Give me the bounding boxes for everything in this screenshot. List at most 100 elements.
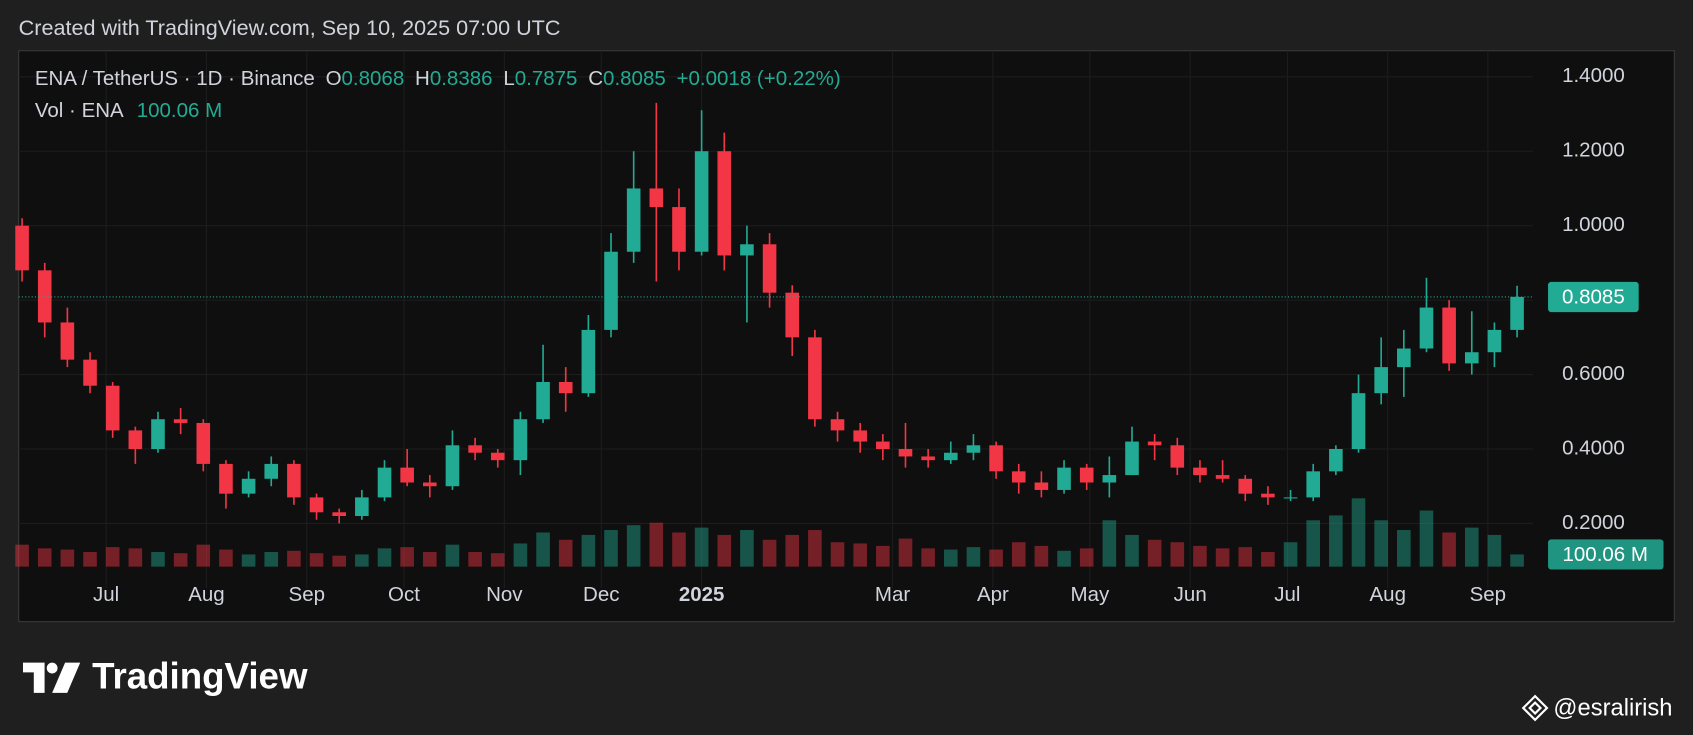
volume-bar <box>694 527 709 567</box>
volume-bar <box>1374 520 1388 567</box>
grid <box>18 50 1533 589</box>
volume-bar <box>876 545 890 567</box>
candle-body <box>173 419 188 423</box>
volume-bar <box>15 544 29 567</box>
volume-bar <box>173 553 188 567</box>
candle-body <box>966 445 981 453</box>
candle-body <box>1510 296 1524 330</box>
candle-body <box>1419 307 1434 349</box>
candle-body <box>241 478 256 494</box>
volume-bar <box>287 550 301 567</box>
candle-body <box>196 422 211 464</box>
x-tick-label: May <box>1071 583 1110 606</box>
candle-body <box>1147 441 1162 446</box>
volume-bar <box>762 539 777 567</box>
volume-bar <box>830 542 845 567</box>
x-tick-label: Apr <box>977 583 1009 606</box>
candle-body <box>468 445 482 453</box>
candle-body <box>400 467 414 483</box>
volume-bar <box>1510 554 1524 567</box>
volume-bar <box>1170 542 1185 567</box>
volume-bar <box>1329 515 1343 567</box>
x-tick-label: Jun <box>1174 583 1207 606</box>
candle-body <box>105 385 120 431</box>
volume-bar <box>717 534 732 567</box>
ohlc-value: 0.8068 <box>342 67 405 90</box>
candle-body <box>1125 441 1139 476</box>
volume-legend: Vol · ENA 100.06 M <box>35 100 222 123</box>
volume-bar <box>1464 527 1479 567</box>
volume-bar <box>219 549 233 567</box>
candle-body <box>876 441 890 450</box>
volume-bar <box>626 525 641 567</box>
volume-bar <box>581 534 596 567</box>
candle-body <box>1329 449 1343 472</box>
price-badge <box>1548 281 1639 313</box>
created-title: Created with TradingView.com, Sep 10, 20… <box>19 15 561 40</box>
x-tick-label: Nov <box>486 583 523 606</box>
volume-name: Vol · ENA <box>35 100 124 123</box>
candle-body <box>1170 445 1185 468</box>
ohlc-key: H <box>415 67 430 90</box>
watermark-icon <box>1521 694 1549 722</box>
candle-body <box>808 337 822 420</box>
candle-body <box>355 497 369 517</box>
volume-bar <box>105 547 120 567</box>
volume-bar <box>898 538 913 567</box>
volume-bar <box>196 544 211 567</box>
y-tick-label: 0.6000 <box>1562 362 1625 385</box>
candle-body <box>853 430 867 442</box>
candle-body <box>15 225 29 271</box>
volume-bar <box>536 532 550 567</box>
candle-body <box>762 244 777 293</box>
candle-body <box>1351 393 1366 450</box>
volume-bar <box>943 549 958 567</box>
candle-body <box>37 270 52 323</box>
volume-bar <box>1419 510 1434 567</box>
candle-body <box>1464 352 1479 364</box>
volume-bar <box>400 547 414 567</box>
volume-bar <box>1442 532 1456 567</box>
tradingview-logo <box>22 662 81 693</box>
x-tick-label: Jul <box>1274 583 1300 606</box>
candle-body <box>1079 467 1094 483</box>
ohlc-value: 0.8085 <box>603 67 666 90</box>
candle-body <box>1283 497 1298 499</box>
candle-body <box>423 482 437 487</box>
x-tick-label: Aug <box>188 583 224 606</box>
volume-bar <box>808 530 822 567</box>
x-tick-label: Jul <box>93 583 119 606</box>
volume-bar <box>921 548 935 567</box>
candle-body <box>536 382 550 420</box>
candle-body <box>1193 467 1207 476</box>
candle-body <box>513 419 528 461</box>
volume-bar <box>604 530 618 567</box>
price-badge-label: 0.8085 <box>1562 285 1625 308</box>
candles <box>15 102 1524 524</box>
volume-bar <box>966 547 981 567</box>
candle-body <box>309 497 324 513</box>
ohlc-key: O <box>326 67 342 90</box>
x-tick-label: Mar <box>875 583 910 606</box>
volume-bar <box>241 554 256 567</box>
candle-body <box>1034 482 1049 490</box>
volume-bar <box>649 522 664 567</box>
candle-body <box>377 467 392 498</box>
volume-bar <box>989 549 1003 567</box>
candle-body <box>1374 367 1388 394</box>
volume-bar <box>37 548 52 567</box>
ohlc-value: 0.8386 <box>430 67 493 90</box>
chart-panel <box>18 50 1675 623</box>
candle-body <box>1238 478 1253 494</box>
volume-bar <box>1351 498 1366 567</box>
candle-body <box>740 244 754 256</box>
volume-bar <box>1125 534 1139 567</box>
volume-bar <box>1261 551 1275 567</box>
volume-bar <box>128 548 143 567</box>
y-tick-label: 1.2000 <box>1562 139 1625 162</box>
candle-body <box>151 419 165 450</box>
volume-bar <box>1487 534 1502 567</box>
brand: TradingView <box>92 656 308 697</box>
volume-bar <box>490 553 505 567</box>
